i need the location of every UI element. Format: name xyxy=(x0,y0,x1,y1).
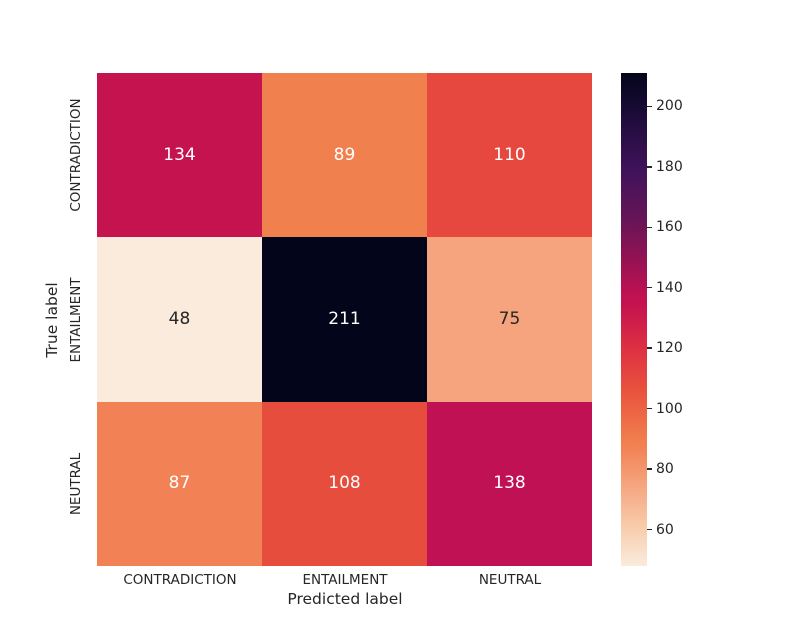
colorbar-tick-mark xyxy=(647,226,652,229)
heatmap-cell-r0c2: 110 xyxy=(427,73,592,238)
heatmap-cell-r1c1: 211 xyxy=(262,237,427,402)
colorbar-tick: 100 xyxy=(647,402,683,416)
colorbar-tick-label: 100 xyxy=(656,400,683,417)
y-axis-tick-neutral: NEUTRAL xyxy=(68,452,84,516)
x-axis-tick-neutral: NEUTRAL xyxy=(478,572,542,588)
colorbar-tick: 160 xyxy=(647,220,683,234)
cell-annotation: 48 xyxy=(168,308,191,329)
cell-annotation: 110 xyxy=(493,144,526,165)
colorbar-tick: 140 xyxy=(647,281,683,295)
x-axis-tick-entailment: ENTAILMENT xyxy=(302,572,388,588)
colorbar-tick-label: 80 xyxy=(656,461,674,478)
cell-annotation: 75 xyxy=(498,308,521,329)
x-axis-tick-contradiction: CONTRADICTION xyxy=(123,572,237,588)
colorbar-tick: 80 xyxy=(647,462,674,476)
heatmap-cell-r2c1: 108 xyxy=(262,401,427,566)
colorbar: 200 180 160 140 120 100 80 60 xyxy=(621,73,711,566)
cell-annotation: 134 xyxy=(163,144,196,165)
colorbar-tick-label: 140 xyxy=(656,279,683,296)
cell-annotation: 211 xyxy=(328,308,361,329)
heatmap-cell-r2c2: 138 xyxy=(427,401,592,566)
colorbar-tick-mark xyxy=(647,166,652,168)
colorbar-tick-mark xyxy=(647,528,652,531)
heatmap-cell-r1c2: 75 xyxy=(427,237,592,402)
colorbar-tick-label: 180 xyxy=(656,158,683,175)
heatmap-cell-r2c0: 87 xyxy=(97,401,262,566)
x-axis-label: Predicted label xyxy=(287,590,403,608)
cell-annotation: 108 xyxy=(328,473,361,494)
cell-annotation: 87 xyxy=(168,473,191,494)
colorbar-gradient xyxy=(621,73,647,566)
heatmap-cell-r0c0: 134 xyxy=(97,73,262,238)
colorbar-tick-mark xyxy=(647,347,652,349)
colorbar-tick-mark xyxy=(647,286,652,289)
heatmap-cell-r0c1: 89 xyxy=(262,73,427,238)
colorbar-tick-label: 120 xyxy=(656,340,683,357)
y-axis-label: True label xyxy=(43,282,61,358)
cell-annotation: 89 xyxy=(333,144,356,165)
colorbar-tick-mark xyxy=(647,468,652,471)
colorbar-tick-mark xyxy=(647,105,652,108)
colorbar-tick: 200 xyxy=(647,99,683,113)
colorbar-tick-label: 60 xyxy=(656,521,674,538)
y-axis-tick-entailment: ENTAILMENT xyxy=(68,277,84,363)
cell-annotation: 138 xyxy=(493,473,526,494)
colorbar-tick-label: 200 xyxy=(656,98,683,115)
colorbar-tick-mark xyxy=(647,407,652,410)
y-axis-tick-contradiction: CONTRADICTION xyxy=(68,98,84,212)
colorbar-tick-label: 160 xyxy=(656,219,683,236)
colorbar-tick: 180 xyxy=(647,160,683,174)
heatmap: 134 89 110 48 211 75 87 108 138 xyxy=(97,73,592,566)
colorbar-tick: 120 xyxy=(647,341,683,355)
colorbar-tick: 60 xyxy=(647,523,674,537)
heatmap-cell-r1c0: 48 xyxy=(97,237,262,402)
